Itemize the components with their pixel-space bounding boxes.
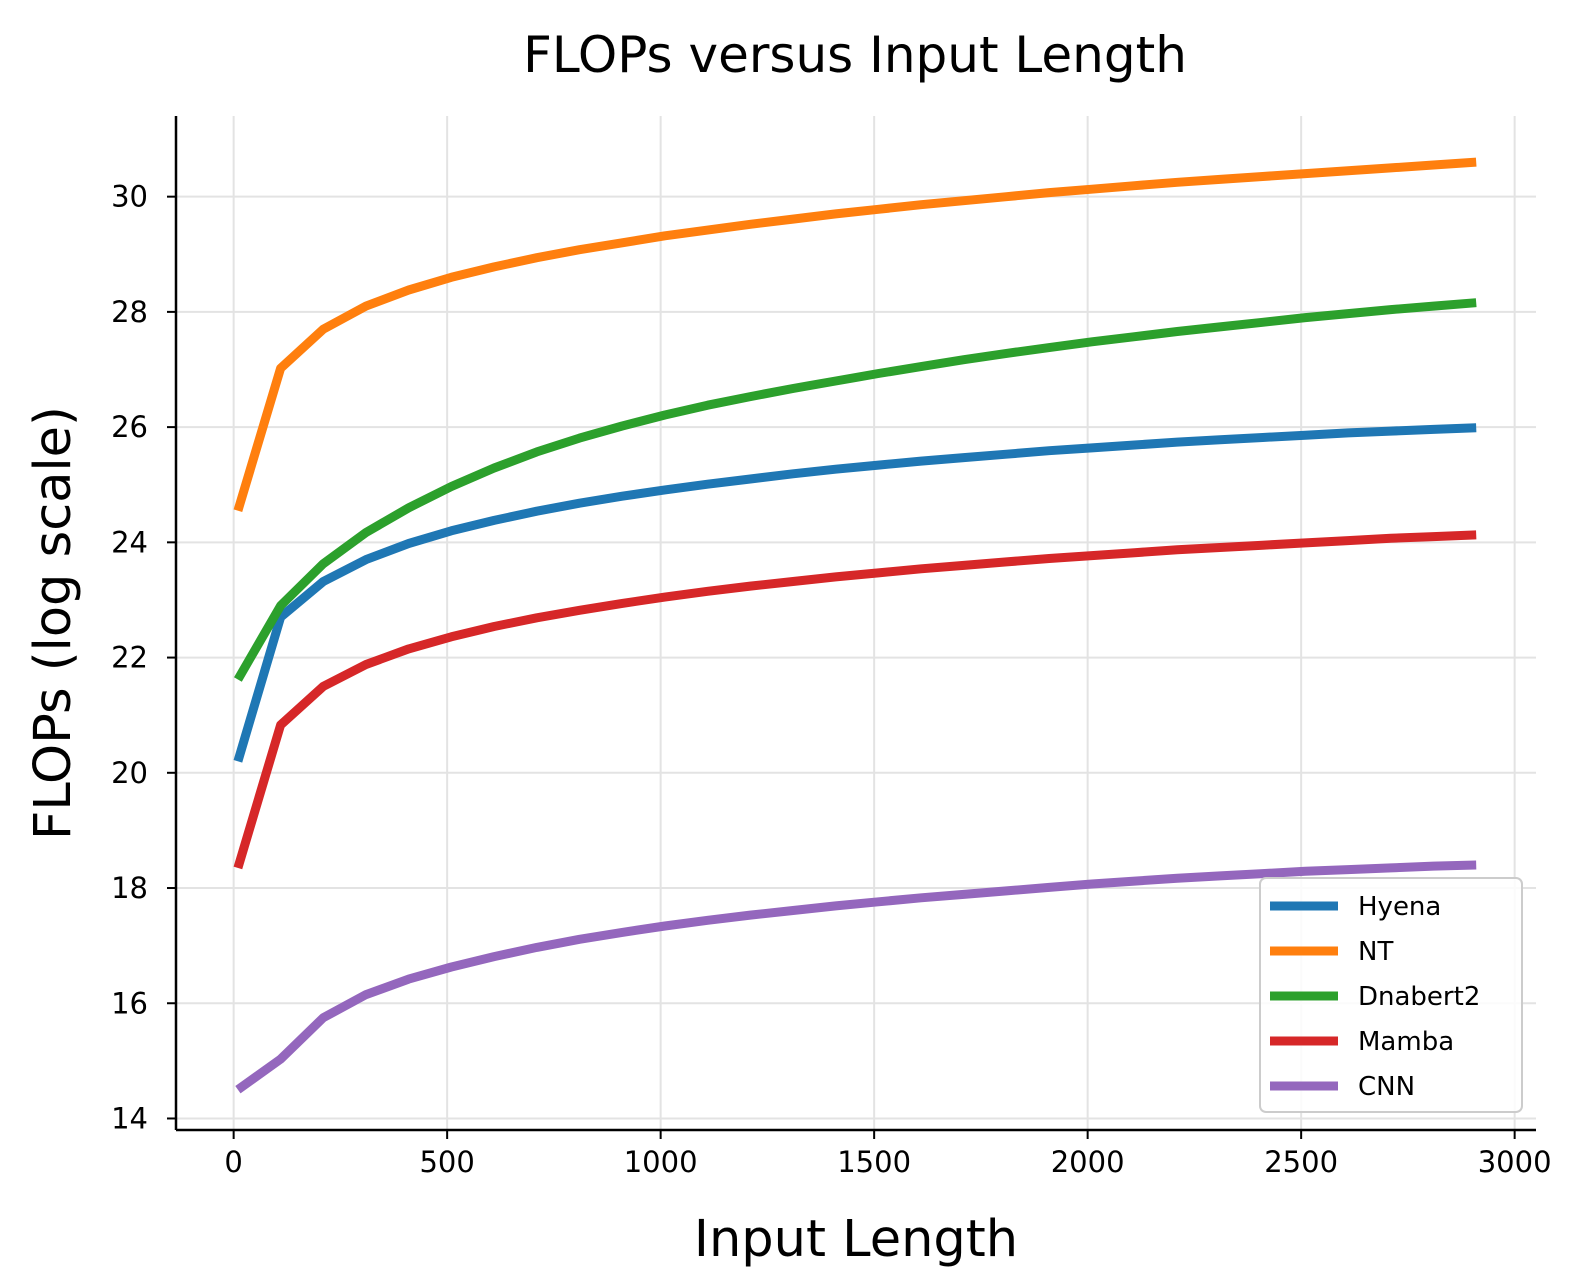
x-tick-label: 0 [224,1145,242,1179]
chart-title: FLOPs versus Input Length [523,26,1187,84]
x-tick-label: 3000 [1478,1145,1552,1179]
x-tick-label: 500 [419,1145,474,1179]
y-tick-label: 24 [111,525,148,559]
series-line-hyena [233,423,1477,763]
y-tick-label: 26 [111,410,148,444]
y-tick-label: 18 [111,871,148,905]
legend-label-cnn: CNN [1358,1072,1415,1102]
x-tick-label: 1500 [837,1145,911,1179]
x-axis-label: Input Length [694,1210,1018,1269]
x-tick-label: 1000 [624,1145,698,1179]
series-line-nt [233,157,1477,512]
legend-label-dnabert2: Dnabert2 [1358,982,1480,1012]
legend-label-hyena: Hyena [1358,892,1441,922]
y-tick-label: 14 [111,1101,148,1135]
y-tick-label: 30 [111,180,148,214]
x-ticks: 0 500 1000 1500 2000 2500 3000 [224,1130,1552,1179]
y-tick-label: 28 [111,295,148,329]
y-tick-label: 16 [111,986,148,1020]
series-line-dnabert2 [234,298,1477,682]
y-tick-label: 22 [111,641,148,675]
x-tick-label: 2500 [1264,1145,1338,1179]
legend: Hyena NT Dnabert2 Mamba CNN [1259,877,1523,1113]
y-ticks: 14 16 18 20 22 24 26 28 30 [111,180,176,1135]
series-line-cnn [235,860,1477,1094]
series-lines [233,157,1477,1094]
y-tick-label: 20 [111,756,148,790]
legend-label-nt: NT [1358,937,1393,967]
series-line-mamba [233,530,1477,870]
legend-label-mamba: Mamba [1358,1027,1454,1057]
x-tick-label: 2000 [1051,1145,1125,1179]
legend-box [1259,877,1523,1113]
y-axis-label: FLOPs (log scale) [24,406,83,840]
